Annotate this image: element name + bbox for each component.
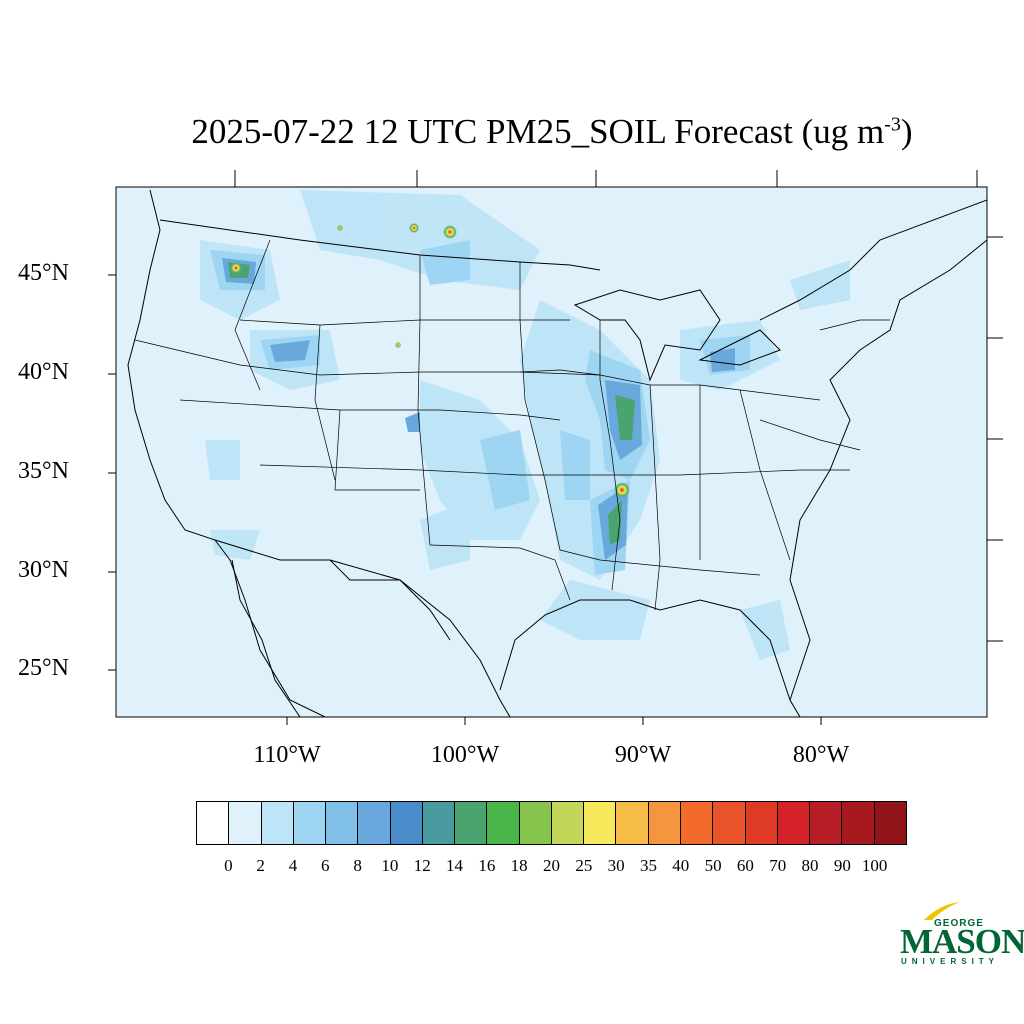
colorbar-tick-label: 50 (704, 856, 722, 875)
colorbar-box (616, 802, 649, 844)
gmu-logo: GEORGE MASON UNIVERSITY (900, 900, 1024, 970)
state-borders (134, 239, 890, 611)
lat-label-35: 35°N (18, 458, 69, 484)
colorbar-box (777, 802, 811, 844)
lat-label-25: 25°N (18, 655, 69, 681)
colorbar-box (358, 802, 391, 844)
colorbar-tick-label: 100 (861, 856, 888, 875)
colorbar-tick-label: 80 (801, 856, 819, 875)
lon-label-80w: 80°W (792, 742, 850, 768)
axis-ticks (108, 170, 1003, 725)
colorbar-box (229, 802, 262, 844)
logo-university: UNIVERSITY (901, 957, 1000, 966)
colorbar-box (810, 802, 843, 844)
colorbar-tick-label: 90 (833, 856, 851, 875)
colorbar-tick-label: 0 (224, 856, 233, 875)
colorbar-tick-label: 12 (413, 856, 431, 875)
colorbar-tick-label: 14 (446, 856, 464, 875)
colorbar-tick-label: 30 (607, 856, 625, 875)
map-title: 2025-07-22 12 UTC PM25_SOIL Forecast (ug… (191, 112, 913, 151)
colorbar-tick-label: 10 (381, 856, 399, 875)
colorbar-box (584, 802, 617, 844)
colorbar-tick-label: 70 (769, 856, 787, 875)
colorbar-tick-label: 2 (256, 856, 265, 875)
colorbar-box (551, 802, 585, 844)
colorbar-box (680, 802, 714, 844)
lat-label-40: 40°N (18, 359, 69, 385)
colorbar-box (519, 802, 552, 844)
colorbar-tick-label: 40 (672, 856, 690, 875)
colorbar-box (326, 802, 359, 844)
colorbar-box (422, 802, 456, 844)
logo-george: GEORGE (934, 918, 984, 929)
lon-label-90w: 90°W (614, 742, 672, 768)
colorbar-tick-label: 18 (510, 856, 528, 875)
colorbar-box (487, 802, 520, 844)
colorbar-box (293, 802, 327, 844)
colorbar-box (648, 802, 681, 844)
colorbar-tick-label: 8 (353, 856, 362, 875)
colorbar-box (842, 802, 875, 844)
colorbar-tick-label: 16 (478, 856, 496, 875)
colorbar-tick-label: 20 (543, 856, 560, 875)
colorbar-box (261, 802, 294, 844)
colorbar-tick-label: 60 (736, 856, 754, 875)
logo-flame-icon (924, 902, 960, 920)
colorbar-box (745, 802, 778, 844)
colorbar (196, 801, 907, 845)
colorbar-box (197, 802, 230, 844)
colorbar-box (713, 802, 746, 844)
colorbar-box (390, 802, 423, 844)
colorbar-tick-label: 6 (321, 856, 330, 875)
lat-label-30: 30°N (18, 557, 69, 583)
lon-label-110w: 110°W (253, 742, 321, 768)
colorbar-tick-label: 35 (639, 856, 657, 875)
coastlines (127, 189, 987, 717)
colorbar-tick-label: 25 (575, 856, 593, 875)
colorbar-tick-label: 4 (288, 856, 298, 875)
lat-label-45: 45°N (18, 260, 69, 286)
colorbar-box (455, 802, 488, 844)
lon-label-100w: 100°W (430, 742, 500, 768)
colorbar-box (874, 802, 906, 844)
logo-mason: MASON (900, 922, 1024, 961)
